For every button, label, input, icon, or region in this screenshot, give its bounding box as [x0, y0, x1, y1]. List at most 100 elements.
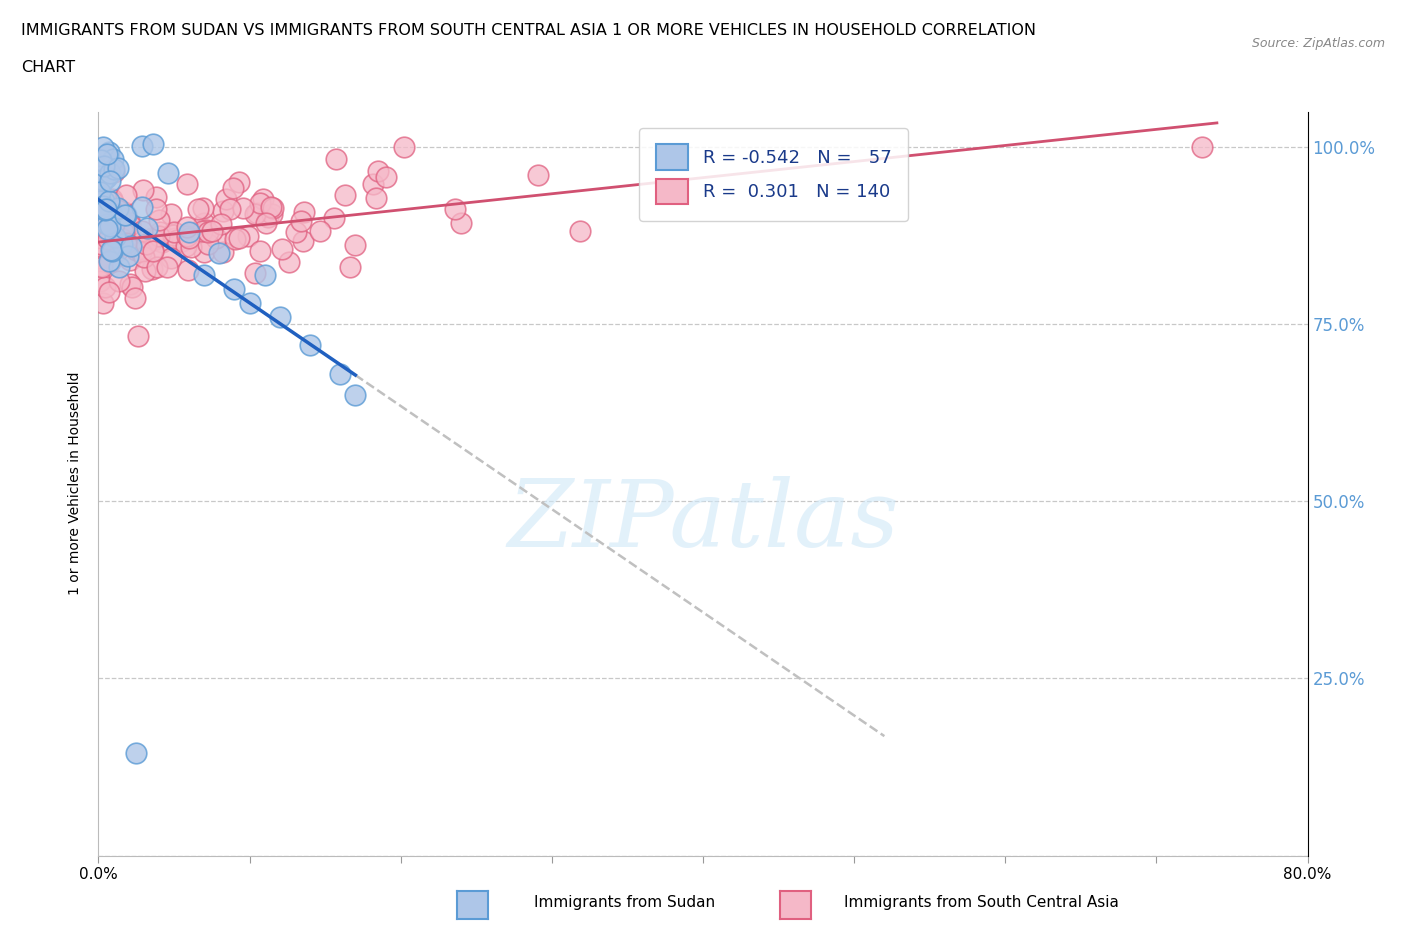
Point	[215, 192, 238, 206]
Point	[89, 205, 111, 219]
Point	[246, 206, 269, 220]
Point	[115, 207, 138, 222]
Point	[142, 137, 165, 152]
Point	[179, 231, 201, 246]
Point	[135, 236, 157, 251]
Point	[105, 229, 128, 244]
Point	[179, 225, 201, 240]
Point	[141, 261, 163, 276]
Point	[228, 231, 250, 246]
Point	[193, 245, 215, 259]
Point	[238, 228, 260, 243]
Point	[103, 217, 125, 232]
Point	[209, 216, 232, 231]
Point	[117, 248, 139, 263]
Point	[108, 259, 131, 274]
Text: Immigrants from Sudan: Immigrants from Sudan	[534, 895, 716, 910]
Point	[98, 193, 121, 208]
Point	[131, 241, 153, 256]
Point	[98, 174, 121, 189]
Point	[285, 224, 308, 239]
Point	[100, 234, 122, 249]
Point	[142, 232, 165, 247]
Point	[197, 236, 219, 251]
Point	[104, 230, 127, 245]
Point	[120, 221, 142, 236]
Text: ZIPatlas: ZIPatlas	[508, 476, 898, 565]
Point	[323, 211, 346, 226]
Point	[193, 200, 215, 215]
Point	[98, 253, 121, 268]
Point	[243, 206, 266, 221]
Point	[180, 240, 202, 255]
Point	[176, 219, 198, 234]
Point	[104, 206, 127, 221]
Point	[568, 223, 591, 238]
Point	[243, 266, 266, 281]
Point	[90, 220, 112, 235]
Point	[194, 222, 217, 237]
Point	[94, 212, 117, 227]
Point	[260, 200, 283, 215]
Point	[150, 234, 173, 249]
Point	[159, 250, 181, 265]
Point	[105, 209, 128, 224]
Point	[98, 285, 121, 299]
Point	[145, 202, 167, 217]
Point	[278, 255, 301, 270]
Point	[96, 221, 118, 236]
Point	[252, 192, 274, 206]
Point	[114, 226, 136, 241]
Point	[110, 230, 132, 245]
Point	[91, 198, 114, 213]
Point	[201, 224, 224, 239]
Point	[94, 222, 117, 237]
Text: Immigrants from South Central Asia: Immigrants from South Central Asia	[844, 895, 1119, 910]
Y-axis label: 1 or more Vehicles in Household: 1 or more Vehicles in Household	[69, 372, 83, 595]
Point	[176, 177, 198, 192]
Point	[148, 224, 170, 239]
Point	[97, 232, 120, 246]
Point	[131, 245, 153, 259]
Point	[105, 240, 128, 255]
Point	[270, 242, 292, 257]
Point	[120, 218, 142, 232]
Point	[94, 203, 117, 218]
Point	[527, 167, 550, 182]
Point	[228, 174, 250, 189]
Point	[177, 262, 200, 277]
Point	[179, 226, 201, 241]
Point	[101, 206, 124, 221]
Point	[91, 296, 114, 311]
Point	[94, 229, 117, 244]
Point	[125, 746, 148, 761]
Point	[134, 263, 156, 278]
Point	[131, 139, 153, 153]
Point	[148, 212, 170, 227]
Point	[125, 242, 148, 257]
Point	[98, 219, 121, 233]
Point	[163, 225, 186, 240]
Point	[108, 214, 131, 229]
Point	[89, 168, 111, 183]
Point	[89, 250, 111, 265]
Point	[260, 206, 283, 221]
Point	[212, 245, 235, 259]
Point	[112, 205, 135, 219]
Point	[290, 214, 312, 229]
Point	[120, 239, 142, 254]
Point	[208, 246, 231, 260]
Point	[90, 237, 112, 252]
Point	[292, 233, 315, 248]
Point	[145, 189, 167, 204]
Point	[111, 237, 134, 252]
Point	[193, 216, 215, 231]
Point	[174, 239, 197, 254]
Point	[131, 223, 153, 238]
Point	[239, 296, 262, 311]
Point	[363, 176, 385, 191]
Point	[93, 171, 115, 186]
Point	[101, 244, 124, 259]
Point	[249, 244, 271, 259]
Point	[325, 151, 347, 166]
